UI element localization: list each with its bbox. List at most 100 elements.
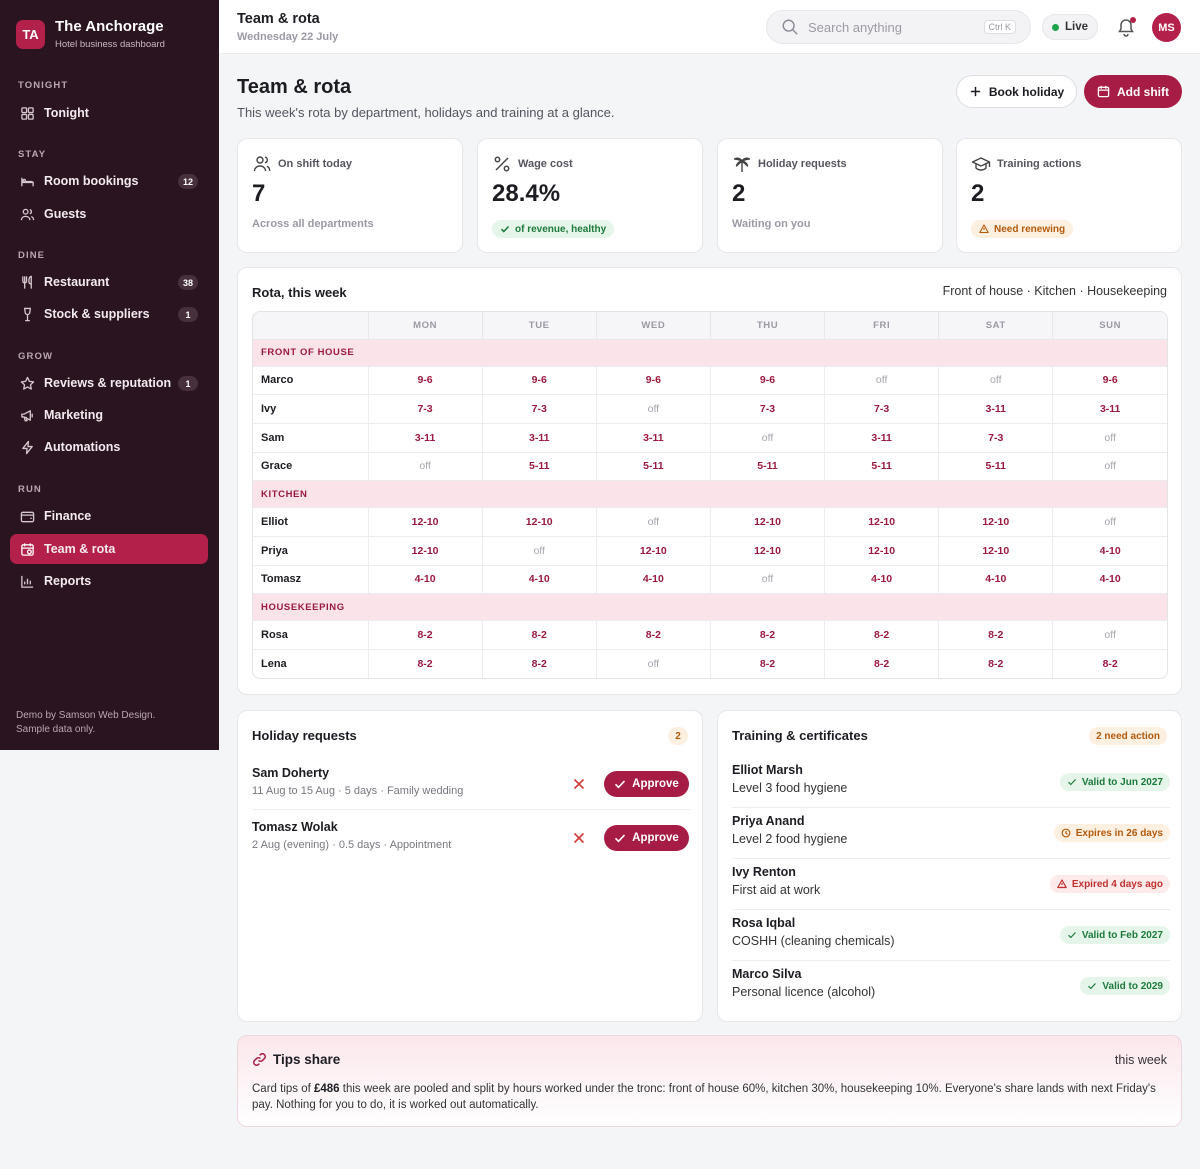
shift-cell[interactable]: 3-11 [481, 423, 597, 453]
shift-cell[interactable]: 12-10 [367, 507, 483, 537]
shift-cell[interactable]: 3-11 [938, 394, 1053, 424]
add-shift-button[interactable]: Add shift [1084, 75, 1182, 108]
shift-cell[interactable]: 8-2 [709, 620, 825, 650]
count-badge: 2 [668, 727, 688, 745]
sidebar-item-reports[interactable]: Reports [10, 566, 208, 596]
shift-cell[interactable]: 4-10 [595, 565, 711, 595]
wine-icon [23, 307, 32, 321]
sidebar-item-restaurant[interactable]: Restaurant 38 [10, 267, 208, 297]
shift-cell[interactable]: 12-10 [938, 536, 1053, 566]
sidebar-item-guests[interactable]: Guests [10, 199, 208, 229]
sidebar-item-marketing[interactable]: Marketing [10, 400, 208, 430]
shift-cell[interactable]: 8-2 [481, 649, 597, 679]
shift-off-cell[interactable]: off [595, 394, 711, 424]
search-input[interactable] [808, 19, 978, 35]
shift-off-cell[interactable]: off [1052, 507, 1167, 537]
shift-cell[interactable]: 5-11 [938, 452, 1053, 482]
shift-cell[interactable]: 7-3 [367, 394, 483, 424]
approve-label: Approve [632, 778, 679, 790]
shift-off-cell[interactable]: off [824, 366, 939, 396]
shift-cell[interactable]: 9-6 [709, 366, 825, 396]
approve-button[interactable]: Approve [604, 771, 689, 797]
shift-cell[interactable]: 3-11 [824, 423, 939, 453]
approve-button[interactable]: Approve [604, 825, 689, 851]
search-icon [782, 19, 798, 35]
shift-off-cell[interactable]: off [595, 507, 711, 537]
shift-cell[interactable]: 12-10 [824, 536, 939, 566]
search-box[interactable]: Ctrl K [766, 10, 1031, 44]
shift-cell[interactable]: 8-2 [367, 620, 483, 650]
reject-button[interactable] [568, 773, 590, 795]
shift-cell[interactable]: 7-3 [709, 394, 825, 424]
nav-badge: 1 [178, 376, 198, 391]
shift-off-cell[interactable]: off [1052, 620, 1167, 650]
shift-cell[interactable]: 12-10 [595, 536, 711, 566]
shift-cell[interactable]: 5-11 [824, 452, 939, 482]
sidebar-item-finance[interactable]: Finance [10, 501, 208, 531]
sidebar-item-room-bookings[interactable]: Room bookings 12 [10, 166, 208, 196]
shift-cell[interactable]: 5-11 [481, 452, 597, 482]
shift-cell[interactable]: 8-2 [824, 620, 939, 650]
sidebar-item-automations[interactable]: Automations [10, 432, 208, 462]
shift-cell[interactable]: 4-10 [824, 565, 939, 595]
shift-off-cell[interactable]: off [938, 366, 1053, 396]
bell-icon[interactable] [1116, 17, 1136, 37]
shift-cell[interactable]: 3-11 [367, 423, 483, 453]
shift-cell[interactable]: 12-10 [481, 507, 597, 537]
shift-off-cell[interactable]: off [709, 423, 825, 453]
shift-off-cell[interactable]: off [595, 649, 711, 679]
shift-off-cell[interactable]: off [481, 536, 597, 566]
sidebar-item-tonight[interactable]: Tonight [10, 98, 208, 128]
shift-off-cell[interactable]: off [1052, 423, 1167, 453]
shift-cell[interactable]: 4-10 [481, 565, 597, 595]
shift-cell[interactable]: 8-2 [595, 620, 711, 650]
shift-cell[interactable]: 4-10 [367, 565, 483, 595]
shift-cell[interactable]: 7-3 [938, 423, 1053, 453]
shift-cell[interactable]: 8-2 [938, 649, 1053, 679]
shift-cell[interactable]: 5-11 [595, 452, 711, 482]
calendar-icon [21, 542, 34, 556]
shift-cell[interactable]: 9-6 [1052, 366, 1167, 396]
shift-cell[interactable]: 8-2 [1052, 649, 1167, 679]
shift-cell[interactable]: 12-10 [709, 507, 825, 537]
tips-amount: £486 [314, 1083, 340, 1095]
certificate-status-badge: Expires in 26 days [1053, 824, 1170, 842]
reject-button[interactable] [568, 827, 590, 849]
shift-cell[interactable]: 8-2 [938, 620, 1053, 650]
search-shortcut: Ctrl K [983, 20, 1016, 34]
shift-cell[interactable]: 8-2 [709, 649, 825, 679]
shift-cell[interactable]: 12-10 [938, 507, 1053, 537]
holiday-request-item: Tomasz Wolak 2 Aug (evening) · 0.5 days … [252, 820, 690, 851]
sidebar-item-stock-suppliers[interactable]: Stock & suppliers 1 [10, 299, 208, 329]
shift-off-cell[interactable]: off [367, 452, 483, 482]
shift-cell[interactable]: 8-2 [824, 649, 939, 679]
shift-cell[interactable]: 5-11 [709, 452, 825, 482]
shift-cell[interactable]: 8-2 [367, 649, 483, 679]
shift-cell[interactable]: 9-6 [367, 366, 483, 396]
shift-cell[interactable]: 3-11 [595, 423, 711, 453]
live-indicator[interactable]: Live [1042, 14, 1099, 40]
sidebar-item-reviews-reputation[interactable]: Reviews & reputation 1 [10, 368, 208, 398]
shift-cell[interactable]: 8-2 [481, 620, 597, 650]
sidebar-item-team-rota[interactable]: Team & rota [10, 534, 208, 564]
shift-off-cell[interactable]: off [1052, 452, 1167, 482]
holiday-title: Holiday requests [252, 728, 357, 743]
shift-cell[interactable]: 4-10 [938, 565, 1053, 595]
shift-cell[interactable]: 7-3 [824, 394, 939, 424]
shift-cell[interactable]: 12-10 [709, 536, 825, 566]
shift-cell[interactable]: 9-6 [595, 366, 711, 396]
shift-cell[interactable]: 7-3 [481, 394, 597, 424]
avatar[interactable]: MS [1152, 13, 1181, 42]
check-icon [1067, 779, 1076, 786]
shift-cell[interactable]: 4-10 [1052, 565, 1167, 595]
brand[interactable]: TA The Anchorage Hotel business dashboar… [16, 18, 165, 50]
rota-departments: Front of house · Kitchen · Housekeeping [942, 284, 1167, 298]
shift-off-cell[interactable]: off [709, 565, 825, 595]
shift-cell[interactable]: 12-10 [367, 536, 483, 566]
department-label: FRONT OF HOUSE [253, 339, 1167, 367]
shift-cell[interactable]: 3-11 [1052, 394, 1167, 424]
shift-cell[interactable]: 9-6 [481, 366, 597, 396]
shift-cell[interactable]: 12-10 [824, 507, 939, 537]
book-holiday-button[interactable]: Book holiday [956, 75, 1077, 108]
shift-cell[interactable]: 4-10 [1052, 536, 1167, 566]
